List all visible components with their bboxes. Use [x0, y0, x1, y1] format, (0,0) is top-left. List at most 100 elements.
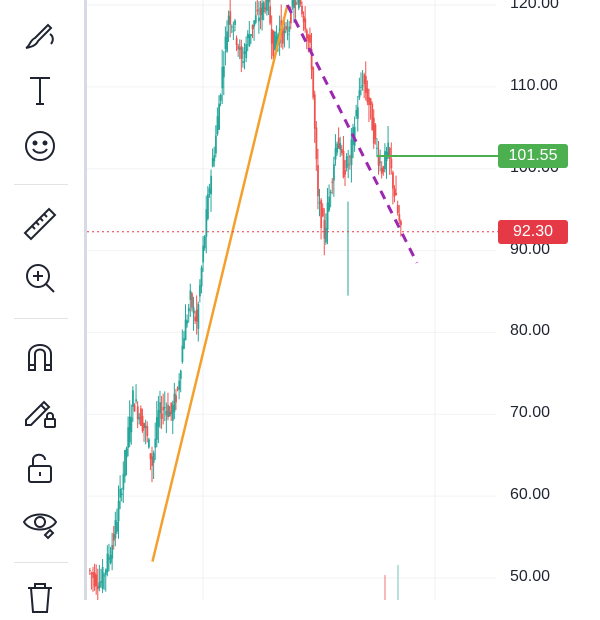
- unlock-icon[interactable]: [16, 444, 64, 492]
- candle-body: [374, 124, 377, 139]
- candle-body: [285, 26, 287, 30]
- candle-body: [274, 31, 276, 51]
- candle-body: [272, 30, 275, 57]
- candle-body: [218, 103, 221, 130]
- candle-body: [151, 456, 154, 466]
- candle-body: [258, 17, 260, 22]
- candle-body: [291, 0, 294, 7]
- candle-body: [138, 417, 141, 420]
- text-tool-icon[interactable]: [16, 66, 64, 114]
- candle-body: [227, 15, 230, 25]
- candle-body: [344, 170, 347, 175]
- candle-body: [253, 20, 256, 27]
- candle-body: [372, 117, 375, 144]
- candle-body: [246, 33, 249, 39]
- candle-body: [235, 38, 238, 46]
- candle-body: [396, 205, 399, 213]
- candle-body: [305, 30, 308, 39]
- candle-body: [124, 449, 126, 477]
- candle-body: [321, 208, 324, 217]
- candle-body: [183, 338, 185, 349]
- lock-drawings-icon[interactable]: [16, 386, 64, 434]
- candle-body: [100, 581, 102, 583]
- zoom-in-tool-icon[interactable]: [16, 254, 64, 302]
- candle-body: [135, 399, 138, 402]
- current-price-tag: 92.30: [498, 219, 568, 244]
- candle-body: [175, 395, 177, 403]
- candle-body: [133, 404, 136, 412]
- candle-body: [333, 164, 335, 181]
- candle-body: [288, 26, 291, 32]
- candle-body: [289, 12, 292, 24]
- candle-body: [232, 30, 235, 32]
- candle-body: [275, 36, 278, 48]
- candle-body: [184, 319, 187, 341]
- candle-body: [256, 9, 259, 12]
- candle-body: [390, 158, 393, 169]
- candle-body: [119, 488, 122, 498]
- candle-body: [309, 34, 311, 43]
- candle-body: [207, 194, 209, 219]
- trendline: [151, 4, 289, 562]
- magnet-tool-icon[interactable]: [16, 332, 64, 380]
- candle-body: [221, 66, 224, 89]
- candle-body: [341, 149, 343, 153]
- candle-body: [192, 307, 195, 314]
- candle-body: [98, 582, 101, 588]
- candle-body: [384, 151, 386, 170]
- hide-drawings-icon[interactable]: [16, 498, 64, 546]
- candle-body: [320, 199, 323, 228]
- chart-left-border: [84, 0, 87, 600]
- price-axis[interactable]: 120.00110.00100.0090.0080.0070.0060.0050…: [496, 0, 600, 600]
- candle-body: [108, 557, 110, 560]
- candle-body: [163, 407, 166, 409]
- candle-body: [189, 290, 192, 300]
- candle-body: [266, 0, 268, 12]
- candle-body: [92, 572, 94, 578]
- candle-body: [116, 521, 118, 532]
- candle-body: [173, 393, 176, 413]
- candle-body: [302, 16, 305, 23]
- candle-body: [388, 148, 391, 160]
- trash-icon[interactable]: [16, 572, 64, 620]
- candle-body: [364, 76, 367, 93]
- candle-body: [208, 188, 211, 194]
- candle-body: [211, 158, 214, 167]
- candle-body: [120, 493, 123, 496]
- candle-body: [387, 142, 390, 157]
- candle-body: [222, 66, 225, 78]
- candle-body: [310, 49, 313, 70]
- candle-body: [349, 156, 351, 158]
- candle-body: [360, 86, 362, 88]
- candle-body: [136, 406, 139, 420]
- candle-body: [237, 45, 240, 50]
- candle-body: [191, 293, 193, 308]
- ruler-tool-icon[interactable]: [16, 200, 64, 248]
- candle-body: [400, 221, 402, 226]
- candle-body: [140, 408, 142, 426]
- candle-body: [203, 236, 206, 249]
- drawing-toolbar: [0, 0, 80, 613]
- candle-body: [155, 417, 158, 440]
- candle-body: [329, 192, 332, 194]
- price-tick-label: 90.00: [510, 240, 551, 258]
- candle-body: [382, 166, 385, 172]
- candle-body: [167, 404, 169, 418]
- candle-body: [356, 107, 359, 119]
- candle-body: [304, 18, 307, 30]
- candle-body: [200, 267, 203, 287]
- emoji-tool-icon[interactable]: [16, 122, 64, 170]
- candle-body: [215, 135, 217, 154]
- price-chart[interactable]: [87, 0, 600, 600]
- candle-body: [152, 452, 155, 463]
- candle-body: [93, 572, 96, 587]
- candle-body: [213, 155, 216, 162]
- candle-body: [171, 404, 174, 421]
- candle-body: [111, 545, 114, 559]
- candle-body: [125, 448, 128, 458]
- candle-body: [262, 2, 265, 13]
- price-tick-label: 50.00: [510, 568, 551, 585]
- brush-tool-icon[interactable]: [16, 12, 64, 60]
- candle-body: [170, 402, 173, 414]
- candle-body: [326, 202, 329, 230]
